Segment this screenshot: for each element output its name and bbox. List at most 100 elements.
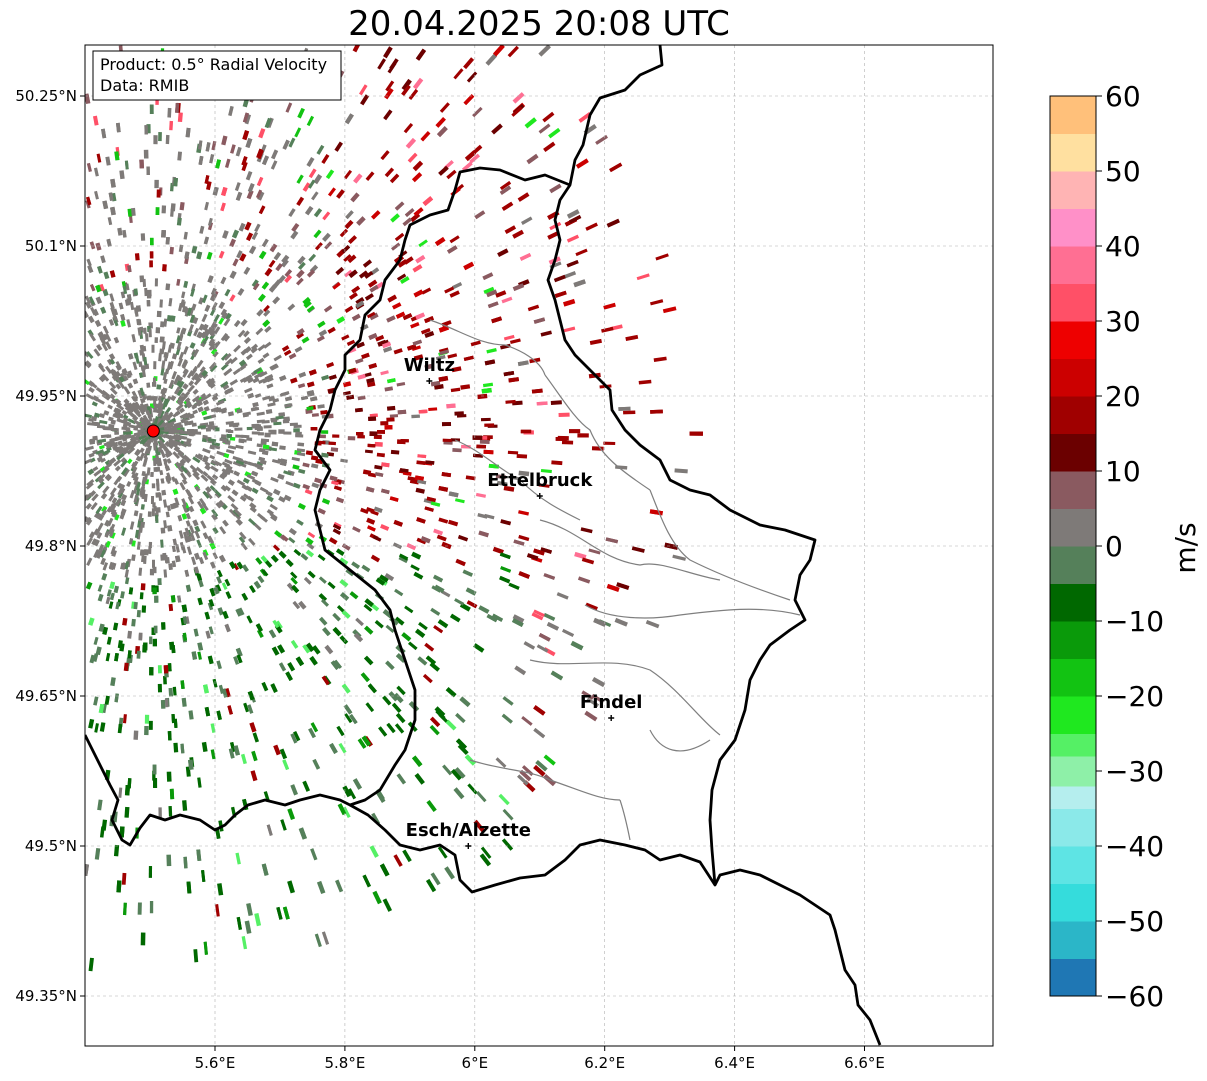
echo-gate (453, 787, 465, 800)
echo-gate (220, 434, 227, 439)
echo-gate (216, 569, 223, 578)
echo-gate (157, 408, 164, 417)
echo-gate (448, 491, 459, 498)
echo-gate (171, 545, 176, 552)
echo-gate (164, 698, 169, 708)
echo-gate (89, 333, 97, 342)
echo-gate (119, 512, 125, 520)
echo-gate (152, 442, 157, 451)
echo-gate (94, 847, 101, 860)
echo-gate (349, 714, 358, 725)
echo-gate (177, 515, 183, 522)
echo-gate (232, 368, 242, 376)
echo-gate (156, 310, 162, 318)
y-tick-label: 49.35°N (15, 987, 77, 1005)
echo-gate (375, 577, 386, 586)
echo-gate (135, 355, 140, 364)
echo-gate (138, 632, 143, 641)
echo-gate (154, 337, 158, 343)
echo-gate (172, 451, 181, 460)
echo-gate (202, 458, 208, 464)
echo-gate (212, 350, 219, 358)
echo-gate (146, 445, 152, 455)
echo-gate (309, 655, 318, 666)
echo-gate (511, 618, 524, 628)
echo-gate (221, 186, 228, 197)
echo-gate (124, 160, 129, 170)
echo-gate (155, 508, 159, 517)
echo-gate (250, 343, 259, 351)
echo-gate (155, 327, 161, 334)
echo-gate (204, 304, 211, 312)
echo-gate (405, 137, 416, 149)
echo-gate (285, 102, 293, 113)
echo-gate (418, 239, 428, 248)
echo-gate (198, 396, 207, 403)
echo-gate (219, 437, 228, 442)
echo-gate (86, 479, 95, 487)
echo-gate (125, 283, 130, 291)
echo-gate (168, 603, 174, 612)
echo-gate (117, 227, 123, 236)
echo-gate (384, 167, 395, 178)
echo-gate (153, 361, 157, 370)
echo-gate (128, 538, 134, 545)
echo-gate (241, 936, 248, 950)
echo-gate (459, 696, 471, 708)
echo-gate (146, 395, 152, 401)
echo-gate (461, 161, 473, 172)
echo-gate (182, 632, 188, 641)
colorbar-segment (1050, 133, 1096, 172)
echo-gate (215, 904, 220, 917)
echo-gate (257, 357, 265, 364)
echo-gate (210, 723, 216, 733)
echo-gate (242, 130, 250, 141)
echo-gate (434, 584, 445, 593)
echo-gate (279, 460, 287, 467)
echo-gate (126, 481, 132, 487)
echo-gate (243, 374, 253, 381)
echo-gate (196, 359, 204, 369)
echo-gate (120, 457, 127, 464)
echo-gate (238, 438, 247, 443)
echo-gate (257, 191, 265, 201)
echo-gate (573, 279, 586, 288)
echo-gate (352, 778, 363, 790)
echo-gate (271, 149, 279, 160)
echo-gate (124, 577, 130, 585)
echo-gate (93, 412, 100, 418)
echo-gate (452, 448, 462, 453)
echo-gate (88, 296, 95, 305)
echo-gate (118, 418, 128, 425)
echo-gate (566, 234, 580, 243)
echo-gate (188, 710, 194, 720)
echo-gate (179, 407, 185, 414)
echo-gate (180, 418, 186, 424)
echo-gate (272, 544, 281, 552)
echo-gate (235, 434, 244, 438)
echo-gate (127, 650, 132, 659)
echo-gate (412, 264, 423, 273)
echo-gate (308, 727, 316, 739)
echo-gate (163, 665, 169, 674)
echo-gate (247, 704, 254, 714)
echo-gate (526, 153, 539, 165)
echo-gate (109, 387, 118, 395)
echo-gate (246, 189, 254, 200)
echo-gate (94, 723, 99, 733)
echo-gate (175, 102, 180, 113)
echo-gate (123, 386, 131, 395)
echo-gate (184, 569, 190, 577)
echo-gate (339, 228, 349, 238)
echo-gate (111, 312, 118, 321)
colorbar-segment (1050, 846, 1096, 884)
echo-gate (332, 528, 342, 535)
echo-gate (536, 644, 549, 653)
echo-gate (101, 128, 107, 139)
echo-gate (237, 287, 245, 296)
echo-gate (255, 189, 263, 199)
echo-gate (543, 573, 556, 580)
echo-gate (431, 585, 442, 593)
echo-gate (344, 219, 354, 230)
echo-gate (181, 513, 188, 520)
